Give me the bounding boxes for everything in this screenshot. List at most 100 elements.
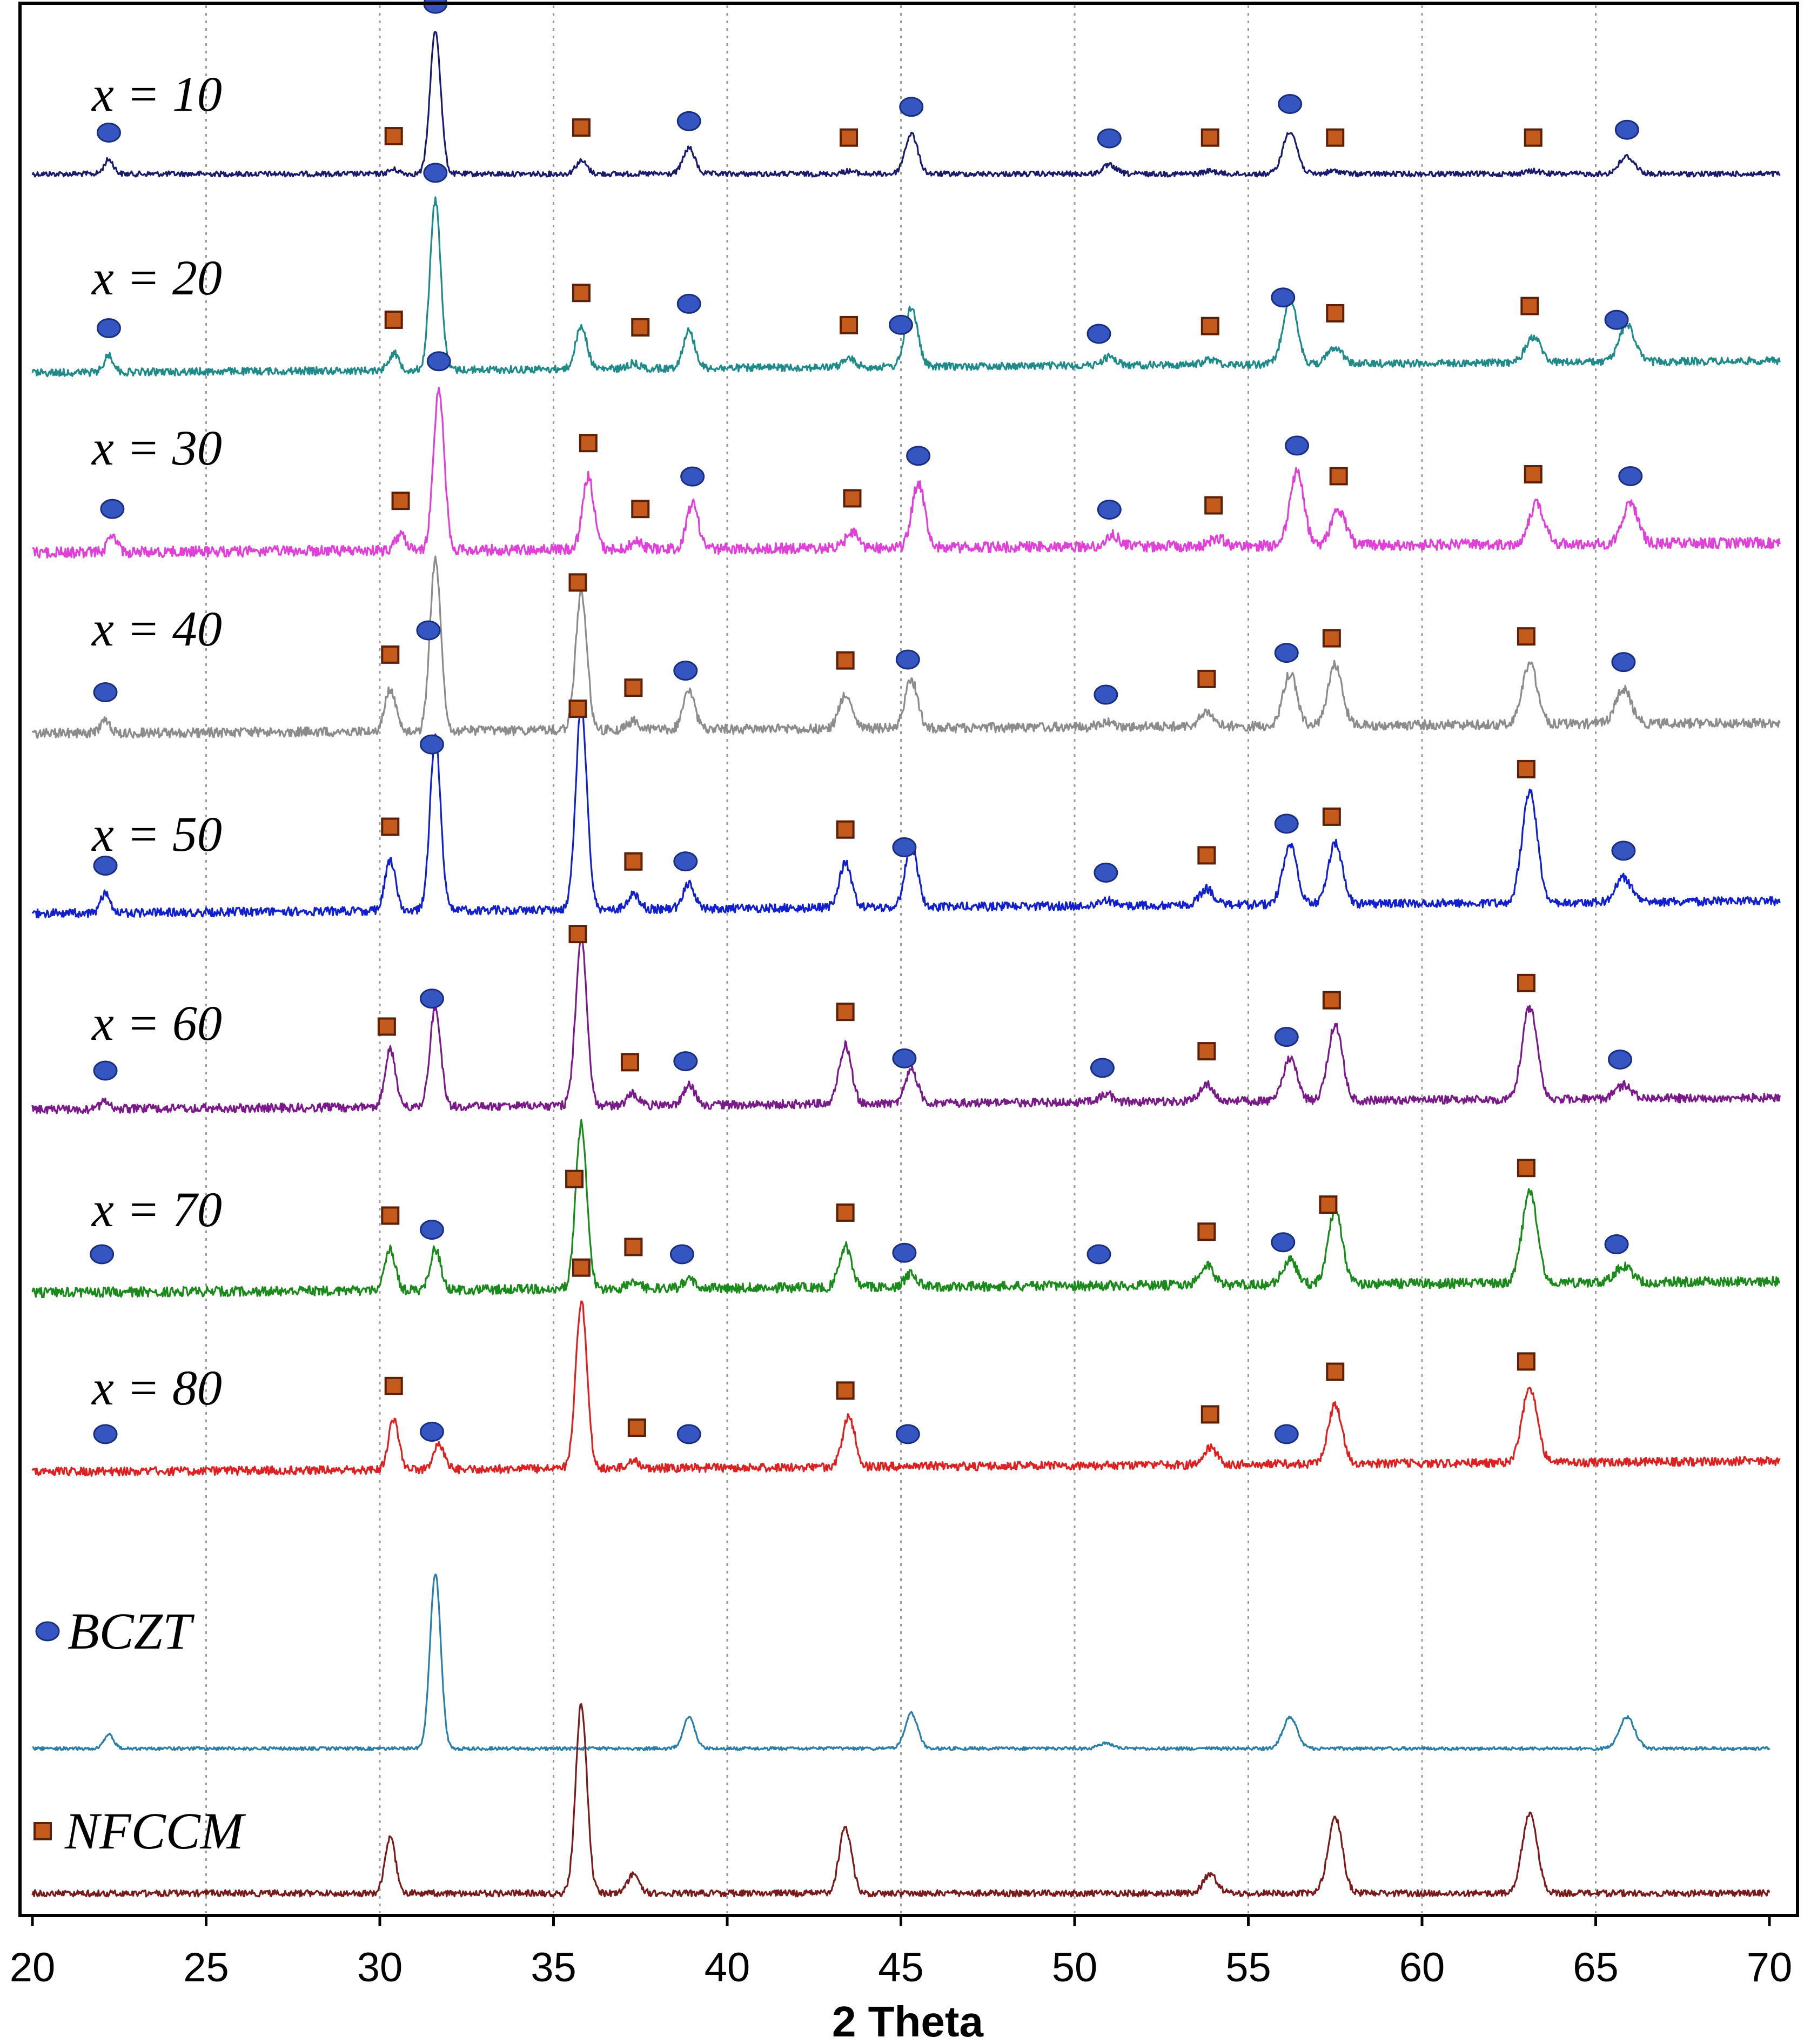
bczt-marker — [1611, 652, 1636, 673]
bczt-marker — [93, 682, 118, 703]
nfccm-marker — [565, 1169, 584, 1188]
legend: BCZT NFCCM — [33, 1602, 246, 1860]
nfccm-marker — [1197, 1042, 1216, 1061]
x-tick-label: 35 — [531, 1945, 576, 1991]
nfccm-marker — [836, 1203, 855, 1222]
xrd-traces — [31, 31, 1781, 1898]
nfccm-marker — [1517, 759, 1535, 778]
bczt-marker — [1604, 310, 1629, 330]
nfccm-marker — [631, 500, 650, 519]
x-tick-label: 60 — [1399, 1945, 1445, 1991]
nfccm-marker — [1326, 1362, 1345, 1381]
nfccm-marker — [1322, 629, 1341, 648]
nfccm-marker — [1326, 304, 1345, 322]
x-tick-label: 55 — [1225, 1945, 1271, 1991]
x-tick-label: 65 — [1573, 1945, 1619, 1991]
nfccm-marker — [1517, 1352, 1535, 1371]
bczt-marker — [419, 734, 444, 755]
bczt-marker — [676, 293, 701, 314]
nfccm-marker — [1329, 467, 1348, 486]
grid-lines — [205, 5, 1597, 1913]
sample-label: x = 30 — [91, 420, 222, 475]
nfccm-marker — [1517, 627, 1535, 646]
bczt-marker — [673, 661, 698, 681]
bczt-marker — [889, 314, 913, 335]
bczt-marker — [1094, 863, 1118, 883]
xrd-trace — [31, 1119, 1780, 1299]
nfccm-marker — [1204, 496, 1223, 515]
nfccm-marker — [1197, 669, 1216, 688]
nfccm-marker — [840, 128, 859, 147]
legend-bczt-marker — [35, 1621, 60, 1642]
bczt-marker — [892, 1242, 917, 1263]
bczt-marker — [1608, 1049, 1633, 1070]
nfccm-marker — [384, 127, 403, 146]
bczt-marker — [1094, 684, 1118, 705]
nfccm-marker — [620, 1053, 639, 1072]
xrd-trace — [32, 1574, 1771, 1751]
bczt-marker — [676, 111, 701, 131]
bczt-marker — [892, 837, 917, 858]
nfccm-marker — [568, 573, 587, 592]
bczt-marker — [100, 499, 125, 519]
nfccm-marker — [1322, 807, 1341, 826]
nfccm-marker — [1201, 317, 1219, 335]
bczt-marker — [1274, 1027, 1299, 1047]
legend-nfccm-marker — [33, 1822, 52, 1840]
x-axis: 20 25 30 35 40 45 50 55 60 65 70 — [10, 1915, 1793, 1991]
sample-label: x = 10 — [91, 66, 222, 122]
nfccm-marker — [572, 118, 591, 137]
bczt-marker — [669, 1244, 694, 1265]
nfccm-marker — [381, 817, 400, 836]
bczt-marker — [895, 1424, 920, 1444]
nfccm-marker — [568, 925, 587, 944]
nfccm-marker — [624, 1238, 643, 1256]
sample-label: x = 60 — [91, 996, 222, 1051]
xrd-trace — [31, 1703, 1771, 1898]
bczt-marker — [426, 351, 451, 372]
bczt-marker — [90, 1244, 115, 1265]
nfccm-marker — [1520, 297, 1539, 315]
nfccm-marker — [381, 1206, 400, 1225]
bczt-marker — [892, 1048, 917, 1068]
bczt-marker — [93, 1424, 118, 1444]
bczt-marker — [1614, 119, 1639, 140]
nfccm-marker — [836, 820, 855, 839]
x-axis-title: 2 Theta — [832, 1998, 984, 2044]
plot-frame — [18, 2, 1799, 1917]
x-tick-label: 45 — [878, 1945, 924, 1991]
nfccm-marker — [627, 1418, 646, 1437]
xrd-trace — [31, 1300, 1781, 1477]
bczt-marker — [423, 163, 448, 183]
bczt-marker — [416, 620, 441, 641]
sample-label: x = 70 — [91, 1182, 222, 1237]
nfccm-marker — [840, 315, 859, 334]
nfccm-marker — [572, 1258, 591, 1277]
bczt-marker — [1278, 94, 1303, 114]
nfccm-marker — [1197, 1222, 1216, 1241]
nfccm-marker — [1524, 465, 1543, 484]
nfccm-marker — [843, 489, 862, 508]
bczt-marker — [419, 1422, 444, 1442]
sample-label: x = 80 — [91, 1360, 222, 1415]
nfccm-marker — [1201, 1405, 1219, 1424]
legend-bczt-label: BCZT — [68, 1602, 195, 1660]
bczt-marker — [1090, 1058, 1115, 1078]
bczt-marker — [906, 446, 931, 466]
nfccm-marker — [391, 492, 410, 510]
bczt-marker — [96, 318, 121, 339]
nfccm-marker — [384, 1376, 403, 1395]
bczt-marker — [1087, 324, 1111, 344]
bczt-marker — [899, 97, 924, 117]
bczt-marker — [1274, 1424, 1299, 1444]
nfccm-marker — [377, 1017, 396, 1036]
bczt-marker — [93, 856, 118, 876]
bczt-marker — [676, 1424, 701, 1444]
bczt-marker — [1271, 1232, 1296, 1253]
x-tick-label: 70 — [1747, 1945, 1793, 1991]
bczt-marker — [1097, 499, 1122, 520]
xrd-trace — [31, 935, 1781, 1114]
nfccm-marker — [1517, 1159, 1535, 1178]
nfccm-marker — [836, 1381, 855, 1400]
nfccm-marker — [1201, 128, 1219, 147]
